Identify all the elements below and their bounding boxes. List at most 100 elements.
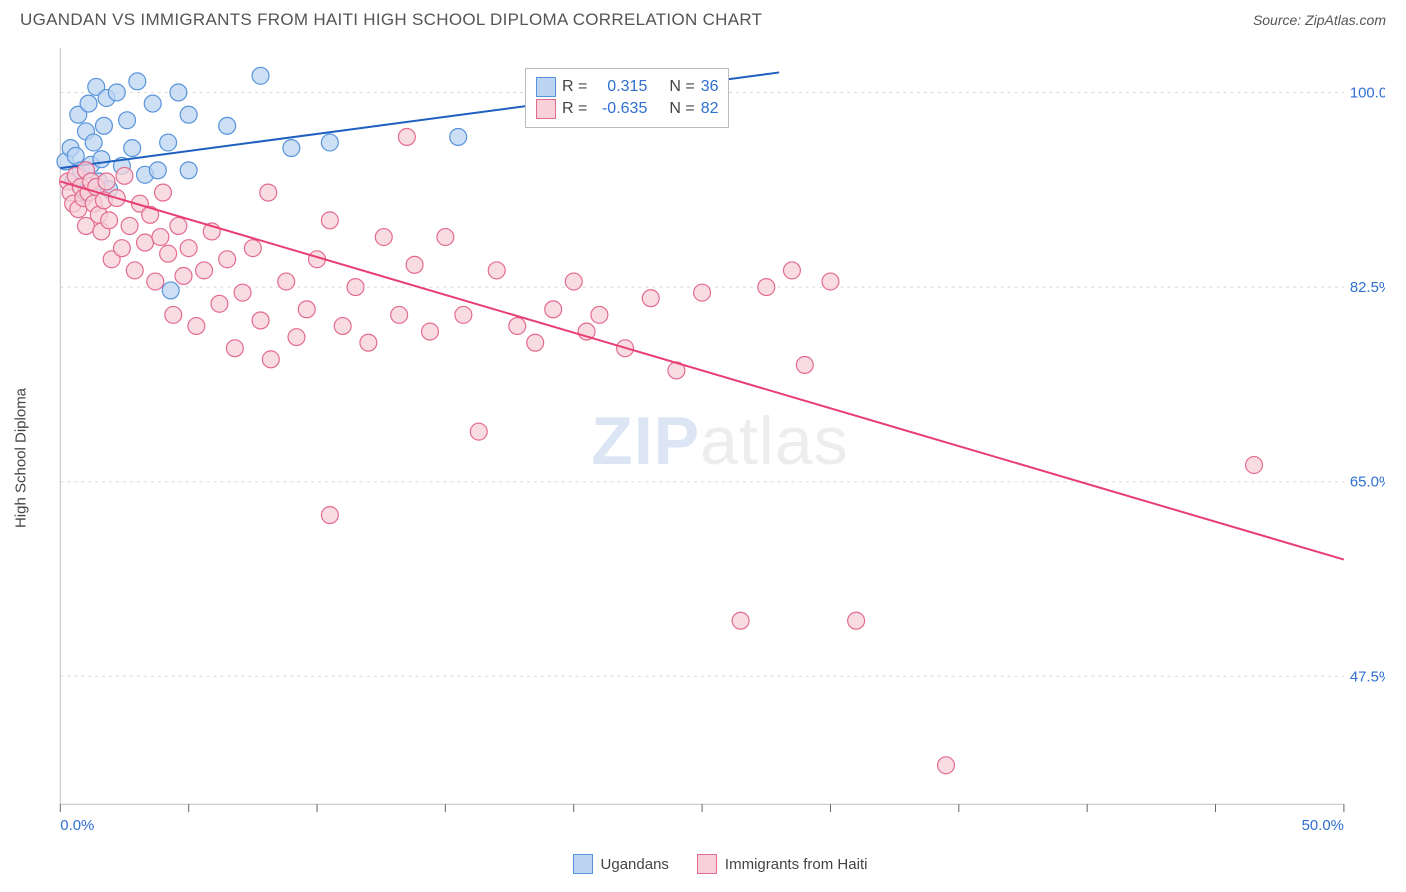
data-point xyxy=(95,117,112,134)
y-tick-label: 82.5% xyxy=(1350,279,1385,296)
data-point xyxy=(188,318,205,335)
data-point xyxy=(278,273,295,290)
stat-n-value[interactable]: 82 xyxy=(701,100,719,118)
data-point xyxy=(262,351,279,368)
y-tick-label: 47.5% xyxy=(1350,668,1385,685)
data-point xyxy=(175,268,192,285)
y-axis-label: High School Diploma xyxy=(13,388,30,528)
legend-label: Immigrants from Haiti xyxy=(725,856,868,873)
data-point xyxy=(398,128,415,145)
data-point xyxy=(758,279,775,296)
data-point xyxy=(149,162,166,179)
data-point xyxy=(347,279,364,296)
data-point xyxy=(98,173,115,190)
stat-n-value[interactable]: 36 xyxy=(701,78,719,96)
data-point xyxy=(155,184,172,201)
x-tick-label: 0.0% xyxy=(60,817,94,834)
legend-swatch xyxy=(697,854,717,874)
data-point xyxy=(848,612,865,629)
data-point xyxy=(565,273,582,290)
data-point xyxy=(147,273,164,290)
x-tick-label: 50.0% xyxy=(1302,817,1344,834)
data-point xyxy=(509,318,526,335)
stat-r-value[interactable]: 0.315 xyxy=(593,78,647,96)
y-tick-label: 100.0% xyxy=(1350,84,1385,101)
data-point xyxy=(85,134,102,151)
data-point xyxy=(455,306,472,323)
data-point xyxy=(1246,457,1263,474)
data-point xyxy=(321,134,338,151)
legend-label: Ugandans xyxy=(601,856,669,873)
data-point xyxy=(152,229,169,246)
data-point xyxy=(129,73,146,90)
data-point xyxy=(938,757,955,774)
data-point xyxy=(226,340,243,357)
y-tick-label: 65.0% xyxy=(1350,474,1385,491)
data-point xyxy=(180,162,197,179)
data-point xyxy=(160,134,177,151)
data-point xyxy=(180,240,197,257)
scatter-plot: 47.5% 65.0% 82.5% 100.0% 0.0% 50.0% xyxy=(55,44,1385,844)
legend-swatch xyxy=(573,854,593,874)
data-point xyxy=(642,290,659,307)
data-point xyxy=(488,262,505,279)
stat-r-label: R = xyxy=(562,100,587,118)
trend-line xyxy=(60,181,1344,559)
data-point xyxy=(234,284,251,301)
data-point xyxy=(101,212,118,229)
data-point xyxy=(470,423,487,440)
data-point xyxy=(527,334,544,351)
chart-title: UGANDAN VS IMMIGRANTS FROM HAITI HIGH SC… xyxy=(20,10,762,30)
data-point xyxy=(160,245,177,262)
data-point xyxy=(334,318,351,335)
data-point xyxy=(252,67,269,84)
data-point xyxy=(144,95,161,112)
data-point xyxy=(113,240,130,257)
data-point xyxy=(162,282,179,299)
data-point xyxy=(180,106,197,123)
data-point xyxy=(219,117,236,134)
stat-n-label: N = xyxy=(669,78,694,96)
data-point xyxy=(545,301,562,318)
data-point xyxy=(165,306,182,323)
stats-row: R = 0.315 N = 36 xyxy=(536,77,718,97)
data-point xyxy=(116,167,133,184)
data-point xyxy=(219,251,236,268)
stat-n-label: N = xyxy=(669,100,694,118)
legend-item: Immigrants from Haiti xyxy=(697,854,868,874)
data-point xyxy=(822,273,839,290)
data-point xyxy=(375,229,392,246)
legend-swatch xyxy=(536,77,556,97)
data-point xyxy=(694,284,711,301)
data-point xyxy=(406,256,423,273)
stat-r-label: R = xyxy=(562,78,587,96)
data-point xyxy=(422,323,439,340)
data-point xyxy=(450,128,467,145)
data-point xyxy=(211,295,228,312)
data-point xyxy=(783,262,800,279)
legend-item: Ugandans xyxy=(573,854,669,874)
data-point xyxy=(252,312,269,329)
data-point xyxy=(591,306,608,323)
data-point xyxy=(321,212,338,229)
data-point xyxy=(196,262,213,279)
data-point xyxy=(108,84,125,101)
legend-swatch xyxy=(536,99,556,119)
data-point xyxy=(137,234,154,251)
data-point xyxy=(360,334,377,351)
data-point xyxy=(391,306,408,323)
data-point xyxy=(170,217,187,234)
data-point xyxy=(121,217,138,234)
data-point xyxy=(80,95,97,112)
data-point xyxy=(260,184,277,201)
stat-r-value[interactable]: -0.635 xyxy=(593,100,647,118)
source-label: Source: ZipAtlas.com xyxy=(1253,12,1386,28)
data-point xyxy=(93,151,110,168)
data-point xyxy=(298,301,315,318)
data-point xyxy=(244,240,261,257)
data-point xyxy=(796,356,813,373)
data-point xyxy=(288,329,305,346)
data-point xyxy=(119,112,136,129)
chart-container: High School Diploma 47.5%65.0%82.5%100.0… xyxy=(55,44,1385,872)
stats-row: R = -0.635 N = 82 xyxy=(536,99,718,119)
